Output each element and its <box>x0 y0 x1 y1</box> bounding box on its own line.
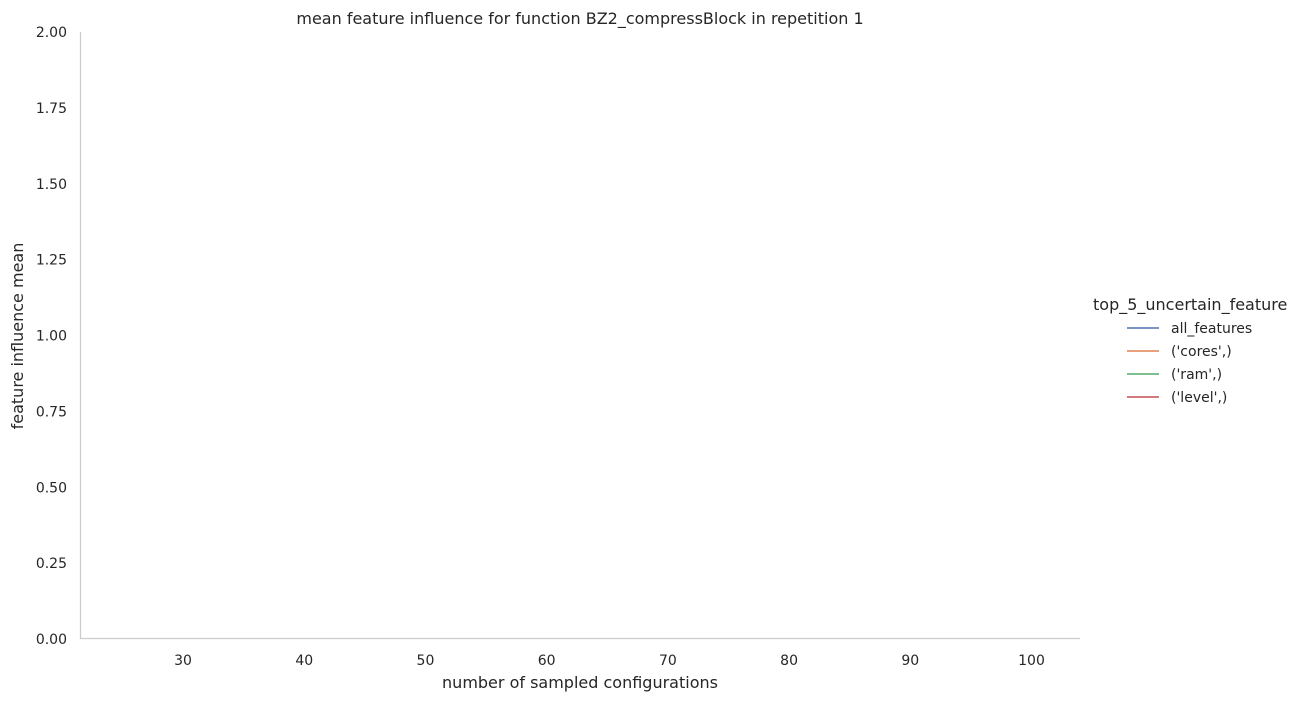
y-tick-label: 1.50 <box>36 177 67 193</box>
x-tick-label: 80 <box>780 653 798 669</box>
y-tick-label: 0.00 <box>36 632 67 648</box>
plot-area: 0.00 0.25 0.50 0.75 1.00 1.25 1.50 1.75 2.00 30 4… <box>36 25 1080 669</box>
x-tick-label: 50 <box>417 653 435 669</box>
y-tick-label: 1.00 <box>36 329 67 345</box>
legend-entry-label: ('level',) <box>1171 390 1227 406</box>
y-tick-label: 1.25 <box>36 253 67 269</box>
x-tick-label: 100 <box>1018 653 1045 669</box>
legend-entry-label: ('ram',) <box>1171 367 1222 383</box>
legend-entry-label: all_features <box>1171 321 1252 337</box>
x-tick-label: 30 <box>174 653 192 669</box>
y-tick-label: 0.50 <box>36 480 67 496</box>
y-axis-label: feature influence mean <box>8 243 27 430</box>
y-ticks: 0.00 0.25 0.50 0.75 1.00 1.25 1.50 1.75 2.00 <box>36 25 67 648</box>
legend-entry-label: ('cores',) <box>1171 344 1232 360</box>
x-tick-label: 40 <box>295 653 313 669</box>
y-tick-label: 1.75 <box>36 101 67 117</box>
x-tick-label: 70 <box>659 653 677 669</box>
legend-title: top_5_uncertain_feature <box>1093 295 1287 315</box>
y-tick-label: 0.75 <box>36 404 67 420</box>
y-tick-label: 2.00 <box>36 25 67 41</box>
x-tick-label: 60 <box>538 653 556 669</box>
chart-title: mean feature influence for function BZ2_… <box>296 9 863 29</box>
x-tick-label: 90 <box>901 653 919 669</box>
legend: top_5_uncertain_feature all_features ('co… <box>1093 295 1287 406</box>
x-axis-label: number of sampled configurations <box>442 673 718 692</box>
y-tick-label: 0.25 <box>36 556 67 572</box>
legend-entries: all_features ('cores',) ('ram',) ('level',) <box>1127 321 1252 406</box>
x-ticks: 30 40 50 60 70 80 90 100 <box>174 653 1045 669</box>
